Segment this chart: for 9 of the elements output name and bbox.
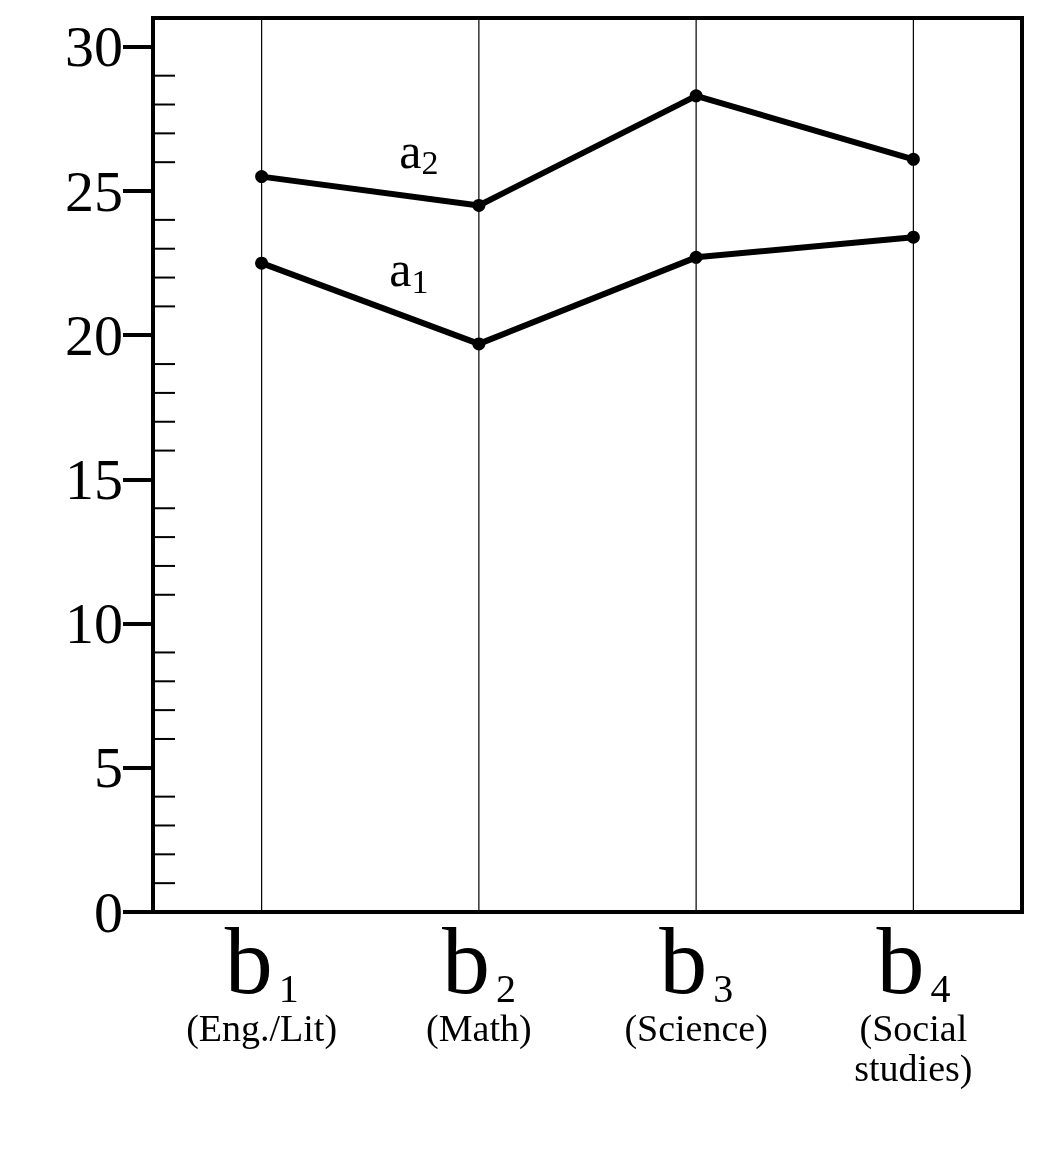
y-tick-label: 10 bbox=[65, 591, 123, 657]
y-tick-label: 15 bbox=[65, 446, 123, 512]
y-tick-label: 5 bbox=[94, 735, 123, 801]
x-tick-label: b4 (Social studies) bbox=[854, 906, 973, 1090]
y-tick-label: 20 bbox=[65, 302, 123, 368]
y-tick-label: 0 bbox=[94, 879, 123, 945]
x-tick-label: b2 (Math) bbox=[426, 906, 532, 1050]
y-tick-label: 30 bbox=[65, 14, 123, 80]
y-tick-label: 25 bbox=[65, 158, 123, 224]
